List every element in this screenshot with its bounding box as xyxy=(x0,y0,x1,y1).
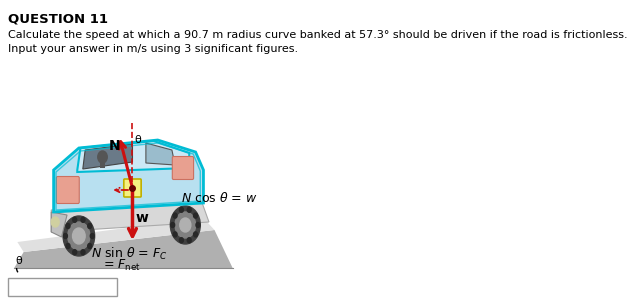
Polygon shape xyxy=(78,141,190,172)
Circle shape xyxy=(81,250,85,255)
Text: Input your answer in m/s using 3 significant figures.: Input your answer in m/s using 3 signifi… xyxy=(8,44,298,54)
Circle shape xyxy=(73,217,77,222)
Circle shape xyxy=(179,238,183,243)
Circle shape xyxy=(187,207,191,212)
Circle shape xyxy=(64,233,67,239)
Circle shape xyxy=(170,206,200,244)
Polygon shape xyxy=(52,200,209,232)
Text: QUESTION 11: QUESTION 11 xyxy=(8,12,108,25)
Circle shape xyxy=(170,223,175,227)
Circle shape xyxy=(73,250,77,255)
Polygon shape xyxy=(83,144,132,169)
Text: w: w xyxy=(135,211,149,225)
FancyBboxPatch shape xyxy=(57,176,80,204)
Circle shape xyxy=(52,217,59,227)
Circle shape xyxy=(81,217,85,222)
FancyBboxPatch shape xyxy=(124,179,141,197)
Circle shape xyxy=(187,238,191,243)
Circle shape xyxy=(63,216,95,256)
Circle shape xyxy=(88,243,92,249)
Circle shape xyxy=(175,212,195,238)
Polygon shape xyxy=(17,218,214,252)
FancyBboxPatch shape xyxy=(8,278,117,296)
Circle shape xyxy=(88,223,92,229)
Polygon shape xyxy=(52,212,67,237)
Text: Calculate the speed at which a 90.7 m radius curve banked at 57.3° should be dri: Calculate the speed at which a 90.7 m ra… xyxy=(8,30,628,40)
Polygon shape xyxy=(53,140,204,212)
Polygon shape xyxy=(14,230,233,268)
Circle shape xyxy=(68,222,90,250)
Circle shape xyxy=(98,151,107,163)
Text: θ: θ xyxy=(135,135,142,145)
Circle shape xyxy=(66,243,70,249)
Circle shape xyxy=(66,223,70,229)
Text: N: N xyxy=(109,139,121,153)
FancyBboxPatch shape xyxy=(172,156,193,179)
Circle shape xyxy=(193,232,198,237)
Circle shape xyxy=(193,213,198,218)
Text: $N$ cos $\theta$ = $w$: $N$ cos $\theta$ = $w$ xyxy=(181,191,258,205)
Circle shape xyxy=(180,218,191,232)
Text: θ: θ xyxy=(16,256,22,266)
Circle shape xyxy=(73,228,85,244)
Circle shape xyxy=(173,232,177,237)
Polygon shape xyxy=(146,143,175,165)
Circle shape xyxy=(179,207,183,212)
Circle shape xyxy=(90,233,94,239)
Text: = $F_\mathrm{net}$: = $F_\mathrm{net}$ xyxy=(102,258,141,273)
Polygon shape xyxy=(100,163,105,168)
Circle shape xyxy=(173,213,177,218)
Circle shape xyxy=(196,223,200,227)
Text: $N$ sin $\theta$ = $F_C$: $N$ sin $\theta$ = $F_C$ xyxy=(91,246,167,262)
